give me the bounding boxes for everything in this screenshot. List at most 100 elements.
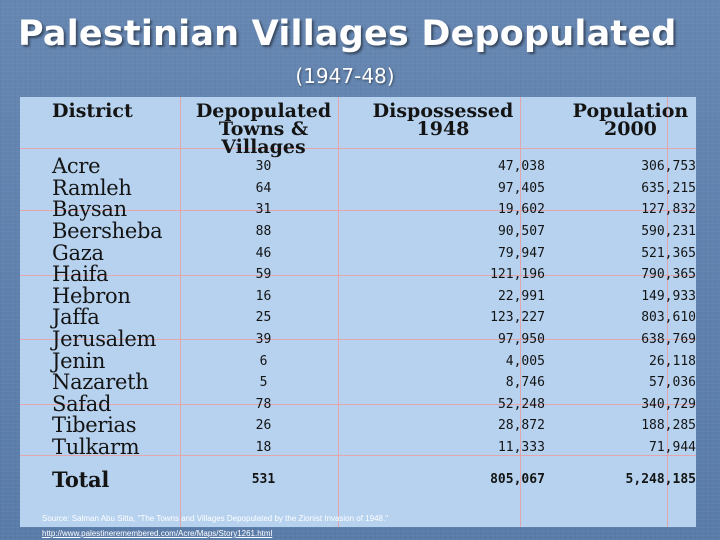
header-towns-line1: Depopulated xyxy=(195,100,332,122)
population-cell: 57,036 xyxy=(649,375,696,391)
grid-line xyxy=(20,339,696,340)
district-cell: Tiberias xyxy=(52,413,137,438)
towns-cell: 31 xyxy=(255,202,272,218)
table-row: Baysan 31 19,602 127,832 xyxy=(52,199,696,221)
header-district: District xyxy=(52,100,133,122)
towns-cell: 46 xyxy=(255,245,272,261)
slide-title: Palestinian Villages Depopulated xyxy=(18,14,677,54)
district-cell: Acre xyxy=(52,154,101,179)
towns-cell: 25 xyxy=(255,310,272,326)
district-cell: Haifa xyxy=(52,262,109,287)
population-cell: 590,231 xyxy=(641,224,696,240)
grid-line xyxy=(20,404,696,405)
total-label: Total xyxy=(52,466,110,492)
towns-cell: 78 xyxy=(255,396,272,412)
district-cell: Nazareth xyxy=(52,370,149,395)
header-dispossessed-line2: 1948 xyxy=(416,118,470,140)
district-cell: Jenin xyxy=(52,348,106,373)
grid-line xyxy=(20,275,696,276)
towns-cell: 6 xyxy=(259,353,268,369)
towns-cell: 5 xyxy=(259,375,268,391)
dispossessed-cell: 11,333 xyxy=(497,440,545,456)
district-cell: Jerusalem xyxy=(52,327,157,352)
dispossessed-cell: 47,038 xyxy=(497,159,545,175)
header-population: Population 2000 xyxy=(565,102,696,156)
population-cell: 71,944 xyxy=(649,440,696,456)
dispossessed-cell: 28,872 xyxy=(497,418,545,434)
header-population-line1: Population xyxy=(572,100,689,122)
total-population: 5,248,185 xyxy=(625,471,696,487)
district-cell: Ramleh xyxy=(52,175,132,200)
population-cell: 306,753 xyxy=(641,159,696,175)
grid-line xyxy=(20,148,696,149)
towns-cell: 64 xyxy=(255,180,272,196)
header-towns: Depopulated Towns & Villages xyxy=(186,100,341,158)
population-cell: 638,769 xyxy=(641,332,696,348)
table-row: Safad 78 52,248 340,729 xyxy=(52,394,696,416)
grid-line xyxy=(520,97,521,527)
district-cell: Baysan xyxy=(52,197,127,222)
table-row: Beersheba 88 90,507 590,231 xyxy=(52,221,696,243)
dispossessed-cell: 90,507 xyxy=(497,224,545,240)
population-cell: 149,933 xyxy=(641,288,696,304)
header-dispossessed-line1: Dispossessed xyxy=(372,100,514,122)
towns-cell: 26 xyxy=(255,418,272,434)
towns-cell: 39 xyxy=(255,332,272,348)
table-row: Haifa 59 121,196 790,365 xyxy=(52,264,696,286)
grid-line xyxy=(20,210,696,211)
district-cell: Safad xyxy=(52,391,112,416)
table-image: District Depopulated Towns & Villages Di… xyxy=(20,97,696,527)
table-row: Nazareth 5 8,746 57,036 xyxy=(52,372,696,394)
towns-cell: 88 xyxy=(255,224,272,240)
table-row: Hebron 16 22,991 149,933 xyxy=(52,286,696,308)
header-population-line2: 2000 xyxy=(604,118,657,140)
grid-line xyxy=(667,97,668,527)
population-cell: 803,610 xyxy=(641,310,696,326)
dispossessed-cell: 97,405 xyxy=(497,180,545,196)
table-row: Jenin 6 4,005 26,118 xyxy=(52,350,696,372)
dispossessed-cell: 123,227 xyxy=(490,310,545,326)
table-row: Jaffa 25 123,227 803,610 xyxy=(52,307,696,329)
table-row: Jerusalem 39 97,950 638,769 xyxy=(52,329,696,351)
district-cell: Gaza xyxy=(52,240,104,265)
header-dispossessed: Dispossessed 1948 xyxy=(341,102,565,156)
source-link[interactable]: http://www.palestineremembered.com/Acre/… xyxy=(42,529,273,538)
table-row: Tulkarm 18 11,333 71,944 xyxy=(52,437,696,459)
dispossessed-cell: 97,950 xyxy=(497,332,545,348)
table-row: Gaza 46 79,947 521,365 xyxy=(52,242,696,264)
towns-cell: 18 xyxy=(255,440,272,456)
towns-cell: 30 xyxy=(255,159,272,175)
district-cell: Tulkarm xyxy=(52,435,140,460)
population-cell: 521,365 xyxy=(641,245,696,261)
table-header-row: District Depopulated Towns & Villages Di… xyxy=(52,100,696,158)
table-row: Ramleh 64 97,405 635,215 xyxy=(52,178,696,200)
depopulation-table: District Depopulated Towns & Villages Di… xyxy=(52,102,696,490)
population-cell: 26,118 xyxy=(649,353,696,369)
dispossessed-cell: 79,947 xyxy=(497,245,545,261)
slide-subtitle: (1947-48) xyxy=(295,64,395,88)
table-row: Acre 30 47,038 306,753 xyxy=(52,156,696,178)
grid-line xyxy=(180,97,181,527)
towns-cell: 16 xyxy=(255,288,272,304)
dispossessed-cell: 19,602 xyxy=(497,202,545,218)
district-cell: Jaffa xyxy=(52,305,100,330)
table-total-row: Total 531 805,067 5,248,185 xyxy=(52,458,696,490)
population-cell: 127,832 xyxy=(641,202,696,218)
table-row: Tiberias 26 28,872 188,285 xyxy=(52,415,696,437)
dispossessed-cell: 4,005 xyxy=(505,353,545,369)
population-cell: 340,729 xyxy=(641,396,696,412)
source-citation: Source: Salman Abu Sitta, "The Towns and… xyxy=(42,514,389,523)
dispossessed-cell: 8,746 xyxy=(505,375,545,391)
total-dispossessed: 805,067 xyxy=(490,471,545,487)
dispossessed-cell: 22,991 xyxy=(497,288,545,304)
total-towns: 531 xyxy=(251,471,276,487)
population-cell: 635,215 xyxy=(641,180,696,196)
district-cell: Beersheba xyxy=(52,219,163,244)
dispossessed-cell: 121,196 xyxy=(490,267,545,283)
header-towns-line2: Towns & Villages xyxy=(218,118,309,158)
grid-line xyxy=(20,455,696,456)
dispossessed-cell: 52,248 xyxy=(497,396,545,412)
population-cell: 188,285 xyxy=(641,418,696,434)
grid-line xyxy=(338,97,339,527)
district-cell: Hebron xyxy=(52,283,131,308)
